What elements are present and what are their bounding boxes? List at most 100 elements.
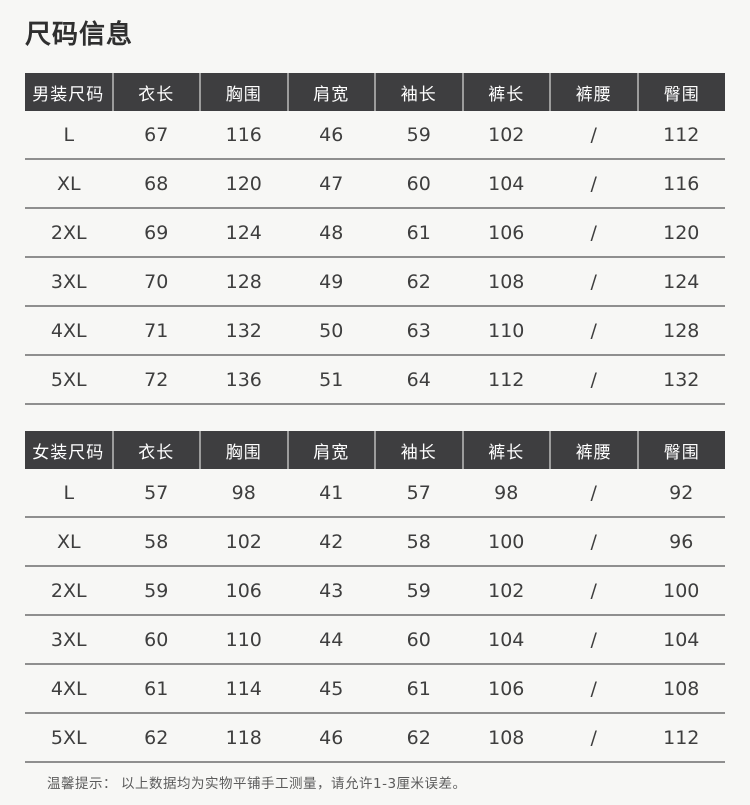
value-cell: 46 — [287, 713, 375, 763]
value-cell: 67 — [112, 111, 200, 160]
value-cell: 106 — [462, 208, 550, 258]
header-cell-1: 衣长 — [111, 431, 200, 469]
header-cell-7: 臀围 — [636, 73, 725, 111]
header-cell-4: 袖长 — [374, 73, 463, 111]
header-cell-2: 胸围 — [199, 431, 288, 469]
value-cell: 132 — [637, 355, 725, 405]
value-cell: 57 — [112, 469, 200, 518]
value-cell: 112 — [637, 713, 725, 763]
page-title: 尺码信息 — [25, 20, 134, 50]
value-cell: 104 — [462, 615, 550, 665]
value-cell: 49 — [287, 257, 375, 307]
value-cell: 62 — [375, 257, 463, 307]
value-cell: 124 — [637, 257, 725, 307]
value-cell: 104 — [462, 159, 550, 209]
value-cell: / — [550, 111, 638, 160]
size-cell: XL — [25, 517, 113, 567]
header-cell-7: 臀围 — [636, 431, 725, 469]
size-cell: L — [25, 469, 113, 518]
value-cell: 114 — [200, 664, 288, 714]
table-row: XL 58 102 42 58 100/96 — [25, 517, 725, 567]
header-cell-6: 裤腰 — [549, 431, 638, 469]
note-prefix: 温馨提示： — [47, 776, 117, 792]
header-cell-1: 衣长 — [111, 73, 200, 111]
value-cell: / — [550, 257, 638, 307]
value-cell: 108 — [462, 257, 550, 307]
table-header-row: 男装尺码 衣长 胸围 肩宽 袖长 裤长 裤腰 臀围 — [25, 73, 725, 111]
value-cell: 44 — [287, 615, 375, 665]
value-cell: 58 — [112, 517, 200, 567]
header-cell-2: 胸围 — [199, 73, 288, 111]
value-cell: 136 — [200, 355, 288, 405]
value-cell: 128 — [200, 257, 288, 307]
table-row: 4XL 71 132 50 63 110/128 — [25, 306, 725, 356]
value-cell: 61 — [375, 208, 463, 258]
header-cell-0: 男装尺码 — [25, 73, 113, 111]
table-header-row: 女装尺码 衣长 胸围 肩宽 袖长 裤长 裤腰 臀围 — [25, 431, 725, 469]
value-cell: 62 — [375, 713, 463, 763]
value-cell: 41 — [287, 469, 375, 518]
value-cell: 96 — [637, 517, 725, 567]
value-cell: 104 — [637, 615, 725, 665]
value-cell: 60 — [112, 615, 200, 665]
value-cell: 106 — [462, 664, 550, 714]
value-cell: 100 — [462, 517, 550, 567]
value-cell: / — [550, 208, 638, 258]
value-cell: 120 — [637, 208, 725, 258]
value-cell: 71 — [112, 306, 200, 356]
table-row: 3XL 70 128 49 62 108/124 — [25, 257, 725, 307]
size-cell: L — [25, 111, 113, 160]
value-cell: 59 — [375, 111, 463, 160]
table-row: XL 68 120 47 60 104/116 — [25, 159, 725, 209]
value-cell: 106 — [200, 566, 288, 616]
value-cell: 116 — [637, 159, 725, 209]
value-cell: 102 — [462, 111, 550, 160]
header-cell-4: 袖长 — [374, 431, 463, 469]
header-cell-0: 女装尺码 — [25, 431, 113, 469]
value-cell: 47 — [287, 159, 375, 209]
value-cell: / — [550, 517, 638, 567]
size-cell: XL — [25, 159, 113, 209]
header-cell-5: 裤长 — [461, 73, 550, 111]
header-cell-3: 肩宽 — [286, 431, 375, 469]
table-row: L 67 116 46 59 102/112 — [25, 111, 725, 160]
mens-size-table: 男装尺码 衣长 胸围 肩宽 袖长 裤长 裤腰 臀围 L 67 116 46 59 102/112 XL 68 1… — [25, 73, 725, 405]
value-cell: 46 — [287, 111, 375, 160]
value-cell: 70 — [112, 257, 200, 307]
value-cell: 63 — [375, 306, 463, 356]
table-row: 2XL 59 106 43 59 102/100 — [25, 566, 725, 616]
value-cell: / — [550, 713, 638, 763]
size-cell: 3XL — [25, 615, 113, 665]
value-cell: 98 — [462, 469, 550, 518]
value-cell: 60 — [375, 615, 463, 665]
value-cell: 108 — [637, 664, 725, 714]
size-cell: 4XL — [25, 664, 113, 714]
value-cell: 124 — [200, 208, 288, 258]
table-row: L 57 98 41 57 98/92 — [25, 469, 725, 518]
value-cell: 110 — [462, 306, 550, 356]
value-cell: 116 — [200, 111, 288, 160]
value-cell: 61 — [375, 664, 463, 714]
size-cell: 5XL — [25, 713, 113, 763]
value-cell: 69 — [112, 208, 200, 258]
value-cell: 100 — [637, 566, 725, 616]
measurement-note: 温馨提示： 以上数据均为实物平铺手工测量，请允许1-3厘米误差。 — [25, 772, 725, 792]
table-row: 2XL 69 124 48 61 106/120 — [25, 208, 725, 258]
value-cell: 112 — [462, 355, 550, 405]
womens-size-table: 女装尺码 衣长 胸围 肩宽 袖长 裤长 裤腰 臀围 L 57 98 41 57 98/92 XL 58 102 4… — [25, 431, 725, 763]
value-cell: 110 — [200, 615, 288, 665]
value-cell: 45 — [287, 664, 375, 714]
size-cell: 2XL — [25, 208, 113, 258]
value-cell: 102 — [462, 566, 550, 616]
size-cell: 3XL — [25, 257, 113, 307]
value-cell: 102 — [200, 517, 288, 567]
value-cell: 98 — [200, 469, 288, 518]
value-cell: 59 — [112, 566, 200, 616]
value-cell: 64 — [375, 355, 463, 405]
value-cell: 120 — [200, 159, 288, 209]
value-cell: / — [550, 306, 638, 356]
value-cell: 118 — [200, 713, 288, 763]
value-cell: 51 — [287, 355, 375, 405]
value-cell: / — [550, 664, 638, 714]
